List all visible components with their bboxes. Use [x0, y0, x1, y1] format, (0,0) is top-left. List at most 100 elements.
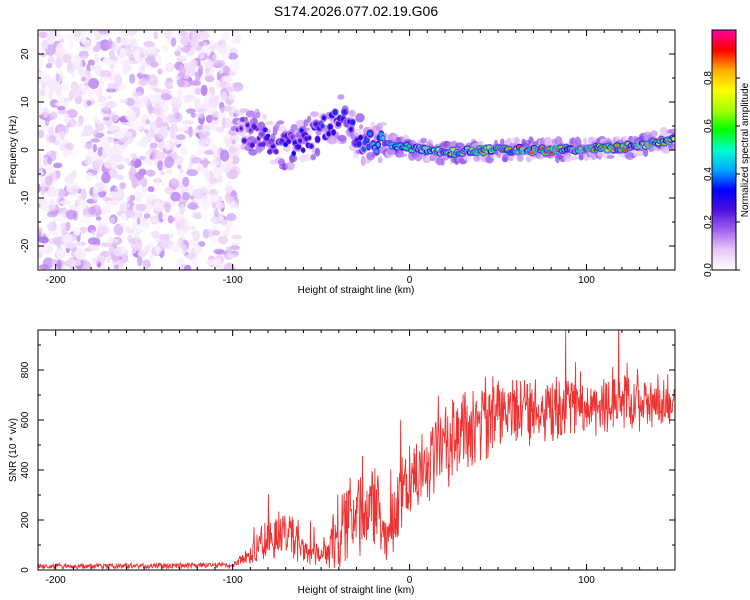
- ridge-halo: [650, 130, 658, 138]
- noise-blob: [228, 93, 236, 101]
- y-tick-label: 400: [20, 461, 31, 478]
- noise-blob: [209, 194, 219, 203]
- noise-blob: [129, 73, 136, 84]
- ridge-blob: [374, 149, 379, 154]
- x-tick-label: 0: [407, 275, 413, 286]
- noise-blob: [102, 135, 108, 145]
- noise-blob: [92, 186, 100, 194]
- ridge-blob: [291, 151, 297, 156]
- noise-blob: [71, 170, 77, 180]
- ridge-halo: [514, 137, 521, 146]
- ridge-blob: [328, 125, 332, 129]
- noise-blob: [190, 225, 196, 230]
- noise-blob: [138, 78, 148, 87]
- noise-blob: [155, 176, 160, 187]
- noise-blob: [95, 216, 102, 221]
- noise-blob: [179, 168, 184, 174]
- noise-blob: [84, 156, 93, 166]
- noise-blob: [214, 208, 219, 218]
- noise-blob: [190, 37, 200, 49]
- ridge-blob: [292, 140, 298, 145]
- noise-blob: [175, 112, 181, 120]
- noise-blob: [131, 176, 138, 189]
- noise-blob: [53, 162, 63, 169]
- noise-blob: [114, 186, 121, 191]
- noise-blob: [229, 245, 241, 250]
- noise-blob: [97, 95, 107, 103]
- noise-blob: [65, 243, 76, 250]
- noise-blob: [232, 81, 244, 92]
- noise-blob: [199, 145, 206, 152]
- ridge-halo: [397, 153, 408, 158]
- y-tick-label: 20: [20, 48, 31, 60]
- noise-blob: [213, 248, 225, 255]
- noise-blob: [231, 30, 242, 34]
- noise-blob: [228, 165, 241, 177]
- noise-blob: [219, 81, 231, 89]
- spectrogram-x-axis-label: Height of straight line (km): [298, 285, 415, 296]
- noise-blob: [153, 31, 159, 40]
- noise-blob: [159, 234, 168, 241]
- ridge-blob: [336, 121, 340, 126]
- noise-blob: [189, 80, 202, 86]
- noise-blob: [218, 216, 224, 222]
- noise-blob: [38, 183, 41, 194]
- noise-blob: [110, 64, 115, 69]
- noise-blob: [131, 153, 137, 162]
- y-tick-label: 800: [20, 361, 31, 378]
- noise-blob: [144, 160, 154, 166]
- noise-blob: [38, 253, 43, 258]
- noise-blob: [177, 257, 185, 266]
- noise-blob: [38, 236, 49, 244]
- noise-blob: [168, 230, 174, 241]
- noise-blob: [161, 182, 166, 187]
- noise-blob: [60, 83, 70, 91]
- noise-blob: [40, 188, 45, 196]
- noise-blob: [80, 55, 89, 60]
- noise-blob: [46, 221, 58, 232]
- noise-blob: [135, 191, 147, 199]
- noise-blob: [86, 100, 92, 106]
- noise-blob: [194, 87, 201, 96]
- ridge-halo: [642, 148, 649, 157]
- noise-blob: [140, 138, 149, 148]
- noise-blob: [70, 65, 76, 77]
- noise-blob: [81, 30, 87, 35]
- ridge-halo: [359, 124, 364, 130]
- noise-blob: [204, 58, 214, 69]
- noise-blob: [114, 38, 124, 50]
- ridge-halo: [261, 114, 268, 120]
- noise-blob: [178, 237, 184, 247]
- ridge-halo: [265, 121, 274, 126]
- noise-blob: [147, 104, 153, 115]
- noise-blob: [38, 94, 45, 106]
- ridge-blob: [248, 128, 253, 133]
- noise-blob: [65, 209, 77, 220]
- noise-blob: [60, 130, 65, 140]
- noise-blob: [100, 242, 113, 248]
- noise-blob: [67, 118, 77, 128]
- noise-blob: [175, 213, 181, 224]
- noise-blob: [143, 40, 155, 48]
- noise-blob: [56, 259, 62, 270]
- noise-blob: [151, 230, 160, 239]
- noise-blob: [130, 165, 137, 175]
- noise-blob: [53, 236, 58, 244]
- noise-blob: [98, 30, 110, 35]
- noise-blob: [176, 134, 186, 141]
- noise-blob: [194, 245, 203, 254]
- ridge-blob: [261, 142, 266, 147]
- noise-blob: [108, 168, 118, 179]
- chart-title: S174.2026.077.02.19.G06: [274, 3, 438, 19]
- noise-blob: [223, 163, 230, 174]
- x-tick-label: 0: [407, 575, 413, 586]
- ridge-halo: [245, 110, 256, 118]
- ridge-blob: [356, 142, 362, 146]
- ridge-blob: [320, 124, 324, 129]
- noise-blob: [70, 184, 81, 193]
- noise-blob: [138, 168, 147, 176]
- noise-blob: [186, 169, 198, 177]
- ridge-blob: [239, 126, 243, 131]
- noise-blob: [187, 202, 198, 210]
